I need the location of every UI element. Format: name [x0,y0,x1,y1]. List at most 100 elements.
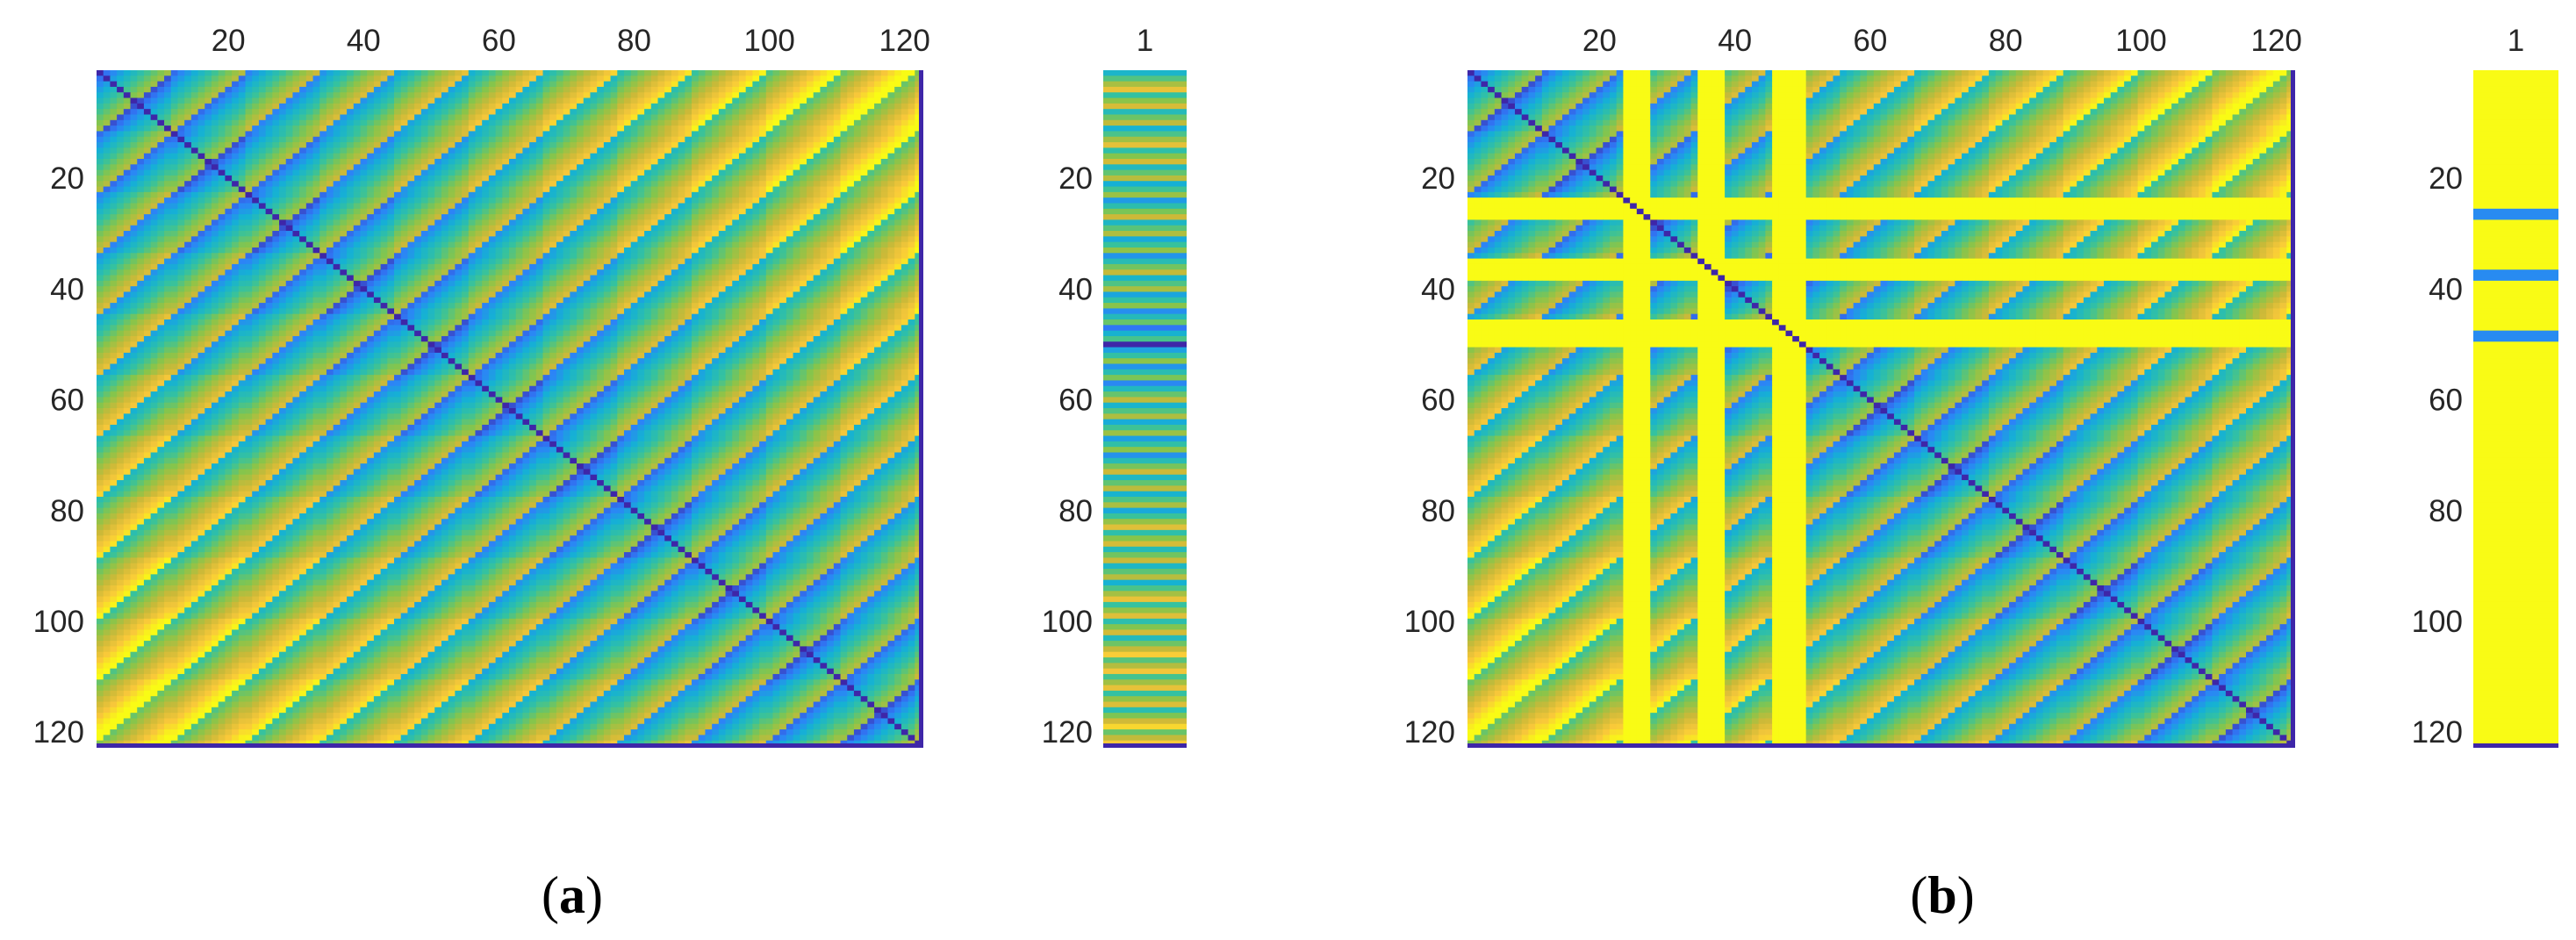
matrix-cell [772,126,779,132]
matrix-cell [259,170,266,176]
matrix-cell [522,164,529,170]
matrix-cell [272,259,279,265]
matrix-cell [766,248,773,254]
matrix-cell [800,104,807,110]
matrix-cell [617,131,624,137]
matrix-cell [841,259,848,265]
matrix-cell [739,187,746,193]
matrix-cell [340,120,347,126]
matrix-cell [496,181,503,187]
matrix-cell [536,82,543,88]
matrix-cell [299,264,306,270]
matrix-cell [496,75,503,82]
matrix-cell [117,253,124,259]
matrix-cell [502,269,509,276]
matrix-cell [746,87,753,93]
matrix-cell [414,269,421,276]
matrix-cell [908,248,915,254]
matrix-cell [434,120,441,126]
matrix-cell [205,203,212,209]
matrix-cell [441,120,448,126]
matrix-cell [394,137,401,143]
matrix-cell [854,142,861,148]
matrix-cell [191,214,198,220]
matrix-cell [157,109,164,115]
matrix-cell [732,120,739,126]
matrix-cell [732,176,739,182]
matrix-cell [482,242,489,248]
matrix-cell [874,276,881,282]
matrix-cell [611,187,618,193]
matrix-cell [184,214,191,220]
matrix-cell [340,264,347,270]
matrix-cell [719,286,726,292]
matrix-cell [110,269,117,276]
matrix-cell [421,126,428,132]
matrix-cell [611,87,618,93]
matrix-cell [678,137,685,143]
matrix-cell [881,203,888,209]
matrix-cell [401,197,408,204]
matrix-cell [631,197,638,204]
matrix-cell [246,286,253,292]
matrix-cell [908,87,915,93]
matrix-cell [861,142,868,148]
matrix-cell [448,203,456,209]
matrix-cell [793,203,800,209]
matrix-cell [719,226,726,232]
matrix-cell [441,231,448,237]
matrix-cell [502,248,509,254]
matrix-cell [671,176,678,182]
matrix-cell [266,164,273,170]
matrix-cell [611,259,618,265]
matrix-cell [205,181,212,187]
matrix-cell [779,154,786,160]
matrix-cell [699,281,706,287]
matrix-cell [712,219,719,226]
matrix-cell [536,92,543,98]
matrix-cell [732,242,739,248]
matrix-cell [462,159,469,165]
matrix-cell [793,142,800,148]
matrix-cell [563,187,570,193]
matrix-cell [779,187,786,193]
matrix-cell [340,231,347,237]
matrix-cell [901,259,908,265]
matrix-cell [124,248,131,254]
matrix-cell [334,98,341,104]
matrix-cell [786,104,793,110]
matrix-cell [266,137,273,143]
matrix-cell [394,92,401,98]
matrix-cell [874,104,881,110]
matrix-cell [421,147,428,154]
matrix-cell [164,92,171,98]
matrix-cell [617,231,624,237]
matrix-cell [177,170,184,176]
matrix-cell [861,286,868,292]
matrix-cell [374,253,381,259]
matrix-cell [171,203,178,209]
matrix-cell [699,286,706,292]
matrix-cell [820,114,827,120]
matrix-cell [131,92,138,98]
matrix-cell [867,154,874,160]
matrix-cell [313,269,320,276]
matrix-cell [887,104,894,110]
matrix-cell [97,114,104,120]
matrix-cell [861,187,868,193]
matrix-cell [637,154,644,160]
matrix-cell [117,276,124,282]
matrix-cell [685,236,692,242]
matrix-cell [475,164,482,170]
matrix-cell [387,187,394,193]
matrix-cell [117,142,124,148]
matrix-cell [584,187,591,193]
matrix-cell [624,242,631,248]
matrix-cell [198,253,205,259]
matrix-cell [401,231,408,237]
matrix-cell [414,291,421,298]
matrix-cell [536,236,543,242]
matrix-cell [360,98,367,104]
matrix-cell [299,291,306,298]
matrix-cell [455,281,462,287]
